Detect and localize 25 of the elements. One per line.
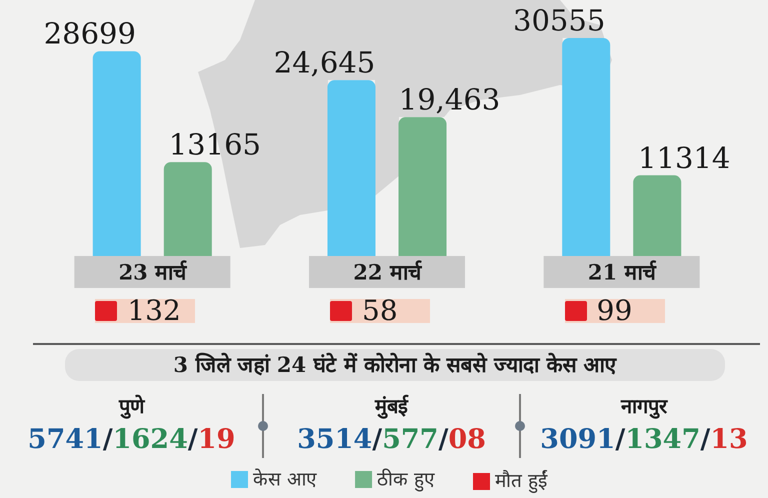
- bar: [164, 162, 212, 256]
- text: 3 जिले जहां 24 घंटे में कोरोना के सबसे ज्यादा केस आए: [65, 349, 725, 381]
- text: मौत हुईं: [495, 470, 548, 492]
- text: 132: [127, 294, 181, 327]
- text: नागपुर: [620, 393, 669, 421]
- text: मुंबई: [374, 393, 410, 421]
- text: 5741/1624/19: [28, 424, 236, 455]
- legend-label: केस आए: [253, 468, 318, 490]
- text: पुणे: [118, 393, 146, 421]
- legend-label: ठीक हुए: [377, 468, 436, 492]
- x-tick-label: 23 मार्च: [118, 260, 188, 284]
- bar: [633, 175, 682, 256]
- text: 58: [362, 294, 398, 327]
- data-label: 19,463: [398, 82, 500, 117]
- text: 99: [596, 294, 632, 327]
- data-label: 24,645: [274, 46, 376, 80]
- text: 3091/1347/13: [540, 424, 748, 455]
- data-label: 28699: [44, 16, 136, 51]
- x-tick-label: 21 मार्च: [588, 260, 658, 284]
- bar: [92, 51, 141, 256]
- data-label: 13165: [168, 128, 261, 162]
- data-label: 30555: [513, 4, 606, 38]
- text: 3514/577/08: [297, 424, 486, 455]
- data-label: 11314: [638, 140, 730, 175]
- x-tick-label: 22 मार्च: [353, 260, 423, 284]
